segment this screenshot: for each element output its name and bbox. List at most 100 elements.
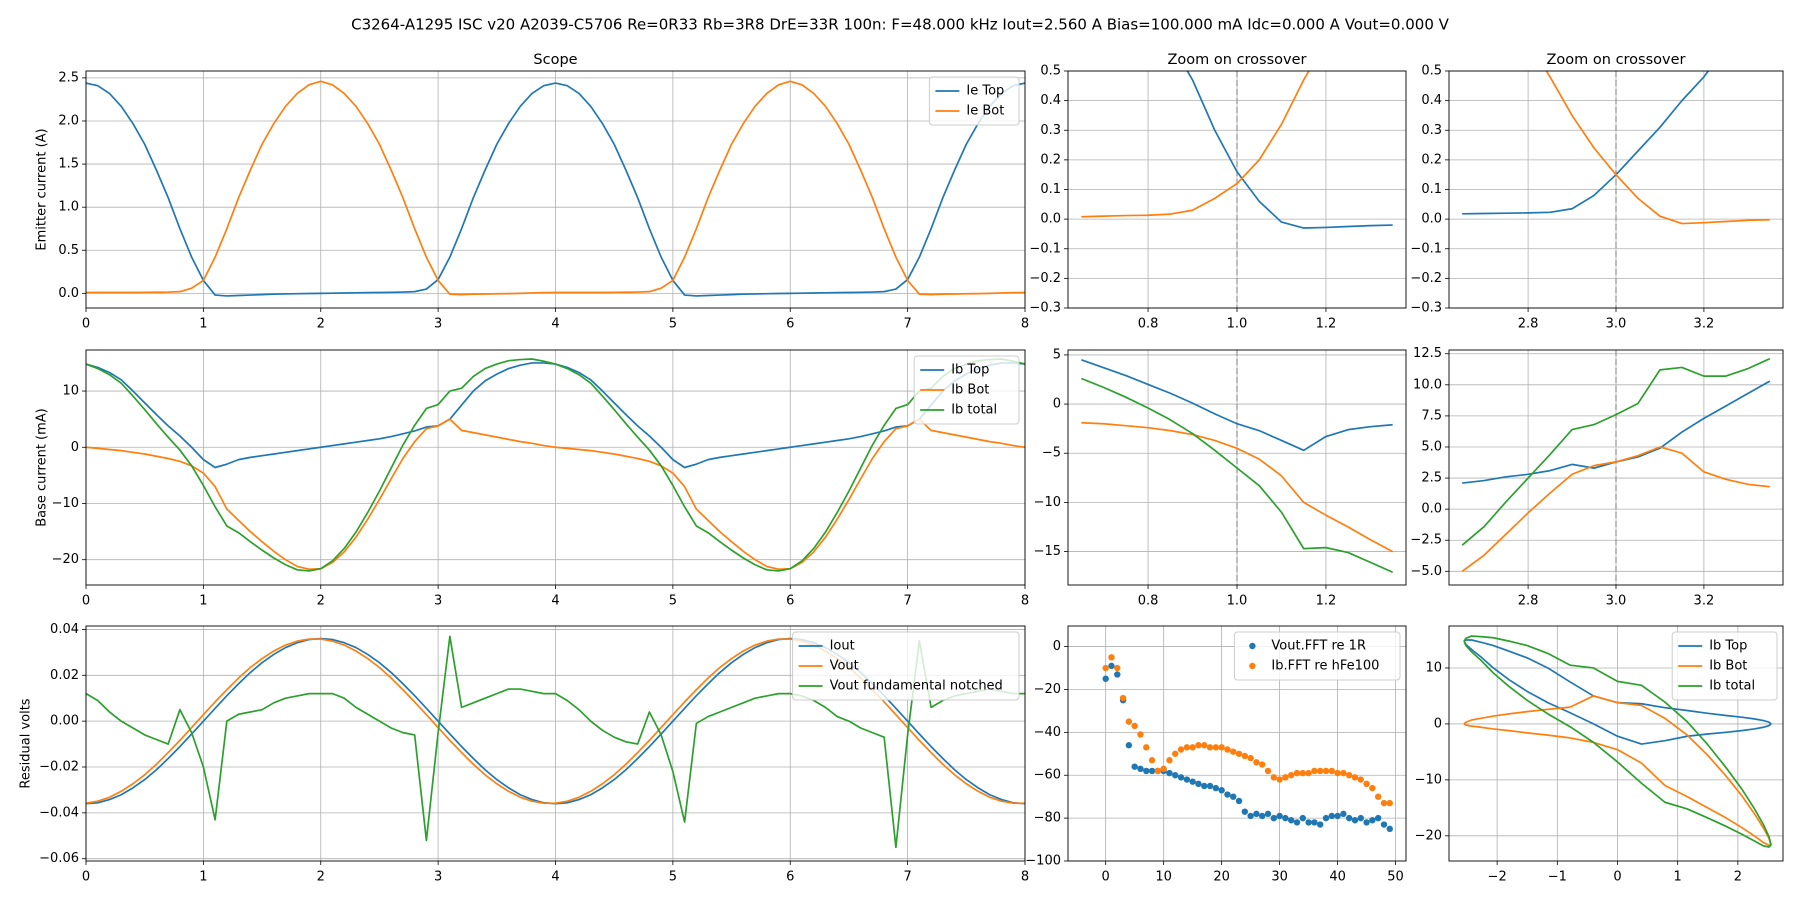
x-tick-label: 1 xyxy=(199,870,207,885)
y-tick-label: 0.5 xyxy=(58,243,79,258)
series-line xyxy=(86,418,1025,571)
y-tick-label: 2.5 xyxy=(1421,471,1442,486)
axes-frame xyxy=(1448,70,1784,309)
y-tick-label: −0.06 xyxy=(39,851,79,866)
point xyxy=(1374,793,1382,800)
y-tick-label: −10 xyxy=(1034,495,1061,510)
x-tick-label: 1.2 xyxy=(1316,317,1337,332)
point xyxy=(1270,814,1278,822)
point xyxy=(1328,767,1335,775)
x-tick-label: 8 xyxy=(1021,870,1029,885)
legend-box xyxy=(1233,631,1401,681)
point xyxy=(1299,814,1307,822)
x-tick-label: 4 xyxy=(551,594,559,609)
y-tick-label: 5 xyxy=(1053,347,1061,362)
x-tick-label: 2.8 xyxy=(1518,594,1539,609)
point xyxy=(1125,742,1133,749)
point xyxy=(1322,767,1330,775)
legend-label: Vout fundamental notched xyxy=(830,679,1003,694)
point xyxy=(1230,748,1237,755)
y-tick-label: −0.02 xyxy=(39,760,79,775)
point xyxy=(1369,817,1376,824)
series-line xyxy=(1545,71,1770,225)
point xyxy=(1288,772,1295,779)
point xyxy=(1282,774,1289,781)
series-line xyxy=(1081,377,1394,573)
legend: Vout.FFT re 1R Ib.FFT re hFe100 xyxy=(1233,631,1401,681)
x-tick-label: 3.0 xyxy=(1606,594,1627,609)
x-tick-label: 4 xyxy=(551,317,559,332)
x-tick-label: 2 xyxy=(317,870,325,885)
point xyxy=(1206,782,1214,790)
point xyxy=(1259,761,1266,768)
axes-frame xyxy=(1448,349,1784,586)
point xyxy=(1148,767,1156,775)
x-tick-label: 6 xyxy=(786,870,794,885)
axes-frame xyxy=(1448,625,1784,862)
series-line xyxy=(86,358,1025,572)
y-tick-label: 0.3 xyxy=(1040,123,1061,138)
legend-label: Ie Bot xyxy=(966,104,1004,119)
panel: 0.8 1.0 1.2 −0.3 −0.2 −0.1 0.0 0.1 0.2 0.3 0.4 0.5 Z… xyxy=(1029,52,1407,332)
axes-frame xyxy=(1067,625,1407,862)
x-tick-label: 30 xyxy=(1271,870,1288,885)
legend-label: Ib total xyxy=(951,403,997,418)
plot-area xyxy=(1462,71,1770,308)
legend: Ie Top Ie Bot xyxy=(928,76,1020,126)
x-tick-label: 7 xyxy=(903,594,911,609)
y-tick-label: −0.2 xyxy=(1029,271,1061,286)
x-tick-label: 1.0 xyxy=(1227,317,1248,332)
point xyxy=(1334,812,1341,820)
y-tick-label: 0 xyxy=(1053,397,1061,412)
point xyxy=(1148,757,1156,764)
legend-label: Ib.FFT re hFe100 xyxy=(1271,659,1379,674)
point xyxy=(1299,769,1307,777)
point xyxy=(1119,694,1127,702)
panel: 0 1 2 3 4 5 6 7 8 −0.06 −0.04 −0.02 0.00 0.02 0.04 Resi… xyxy=(19,622,1030,885)
legend: Ib Top Ib Bot Ib total xyxy=(913,355,1020,425)
series-line xyxy=(86,82,1025,297)
point xyxy=(1212,784,1220,792)
point xyxy=(1102,675,1109,682)
y-tick-label: −40 xyxy=(1034,725,1061,740)
y-axis-label: Emitter current (A) xyxy=(35,128,50,250)
point xyxy=(1172,750,1179,757)
point xyxy=(1386,825,1393,833)
point xyxy=(1311,819,1318,826)
x-tick-label: 1 xyxy=(199,317,207,332)
point xyxy=(1305,769,1312,777)
y-tick-label: −0.1 xyxy=(1029,241,1061,256)
x-tick-label: 0.8 xyxy=(1138,317,1159,332)
x-tick-label: −2 xyxy=(1488,870,1507,885)
plot-area xyxy=(1461,350,1771,585)
point xyxy=(1241,808,1249,815)
point xyxy=(1282,814,1289,822)
x-tick-label: 3 xyxy=(434,870,442,885)
series-line xyxy=(1081,71,1310,218)
legend-label: Ib total xyxy=(1709,679,1755,694)
point xyxy=(1305,819,1312,826)
point xyxy=(1114,664,1121,672)
point xyxy=(1293,769,1301,777)
panel: 0 1 2 3 4 5 6 7 8 0.0 0.5 1.0 1.5 2.0 2.5 Scope Emitter … xyxy=(35,52,1030,332)
x-tick-label: 3.2 xyxy=(1694,594,1715,609)
x-tick-label: 1.0 xyxy=(1227,594,1248,609)
legend-label: Ib Top xyxy=(951,363,989,378)
point xyxy=(1386,799,1393,807)
x-tick-label: 1 xyxy=(199,594,207,609)
y-axis-label: Base current (mA) xyxy=(35,408,50,527)
point xyxy=(1230,793,1237,800)
x-tick-label: 2 xyxy=(317,317,325,332)
x-tick-label: 1.2 xyxy=(1316,594,1337,609)
y-tick-label: −15 xyxy=(1034,544,1061,559)
x-tick-label: 3 xyxy=(434,317,442,332)
point xyxy=(1131,763,1138,770)
point xyxy=(1363,780,1370,788)
point xyxy=(1108,662,1115,670)
point xyxy=(1154,767,1162,775)
series-line xyxy=(1463,635,1772,848)
x-tick-label: 0 xyxy=(1102,870,1110,885)
point xyxy=(1247,754,1254,762)
